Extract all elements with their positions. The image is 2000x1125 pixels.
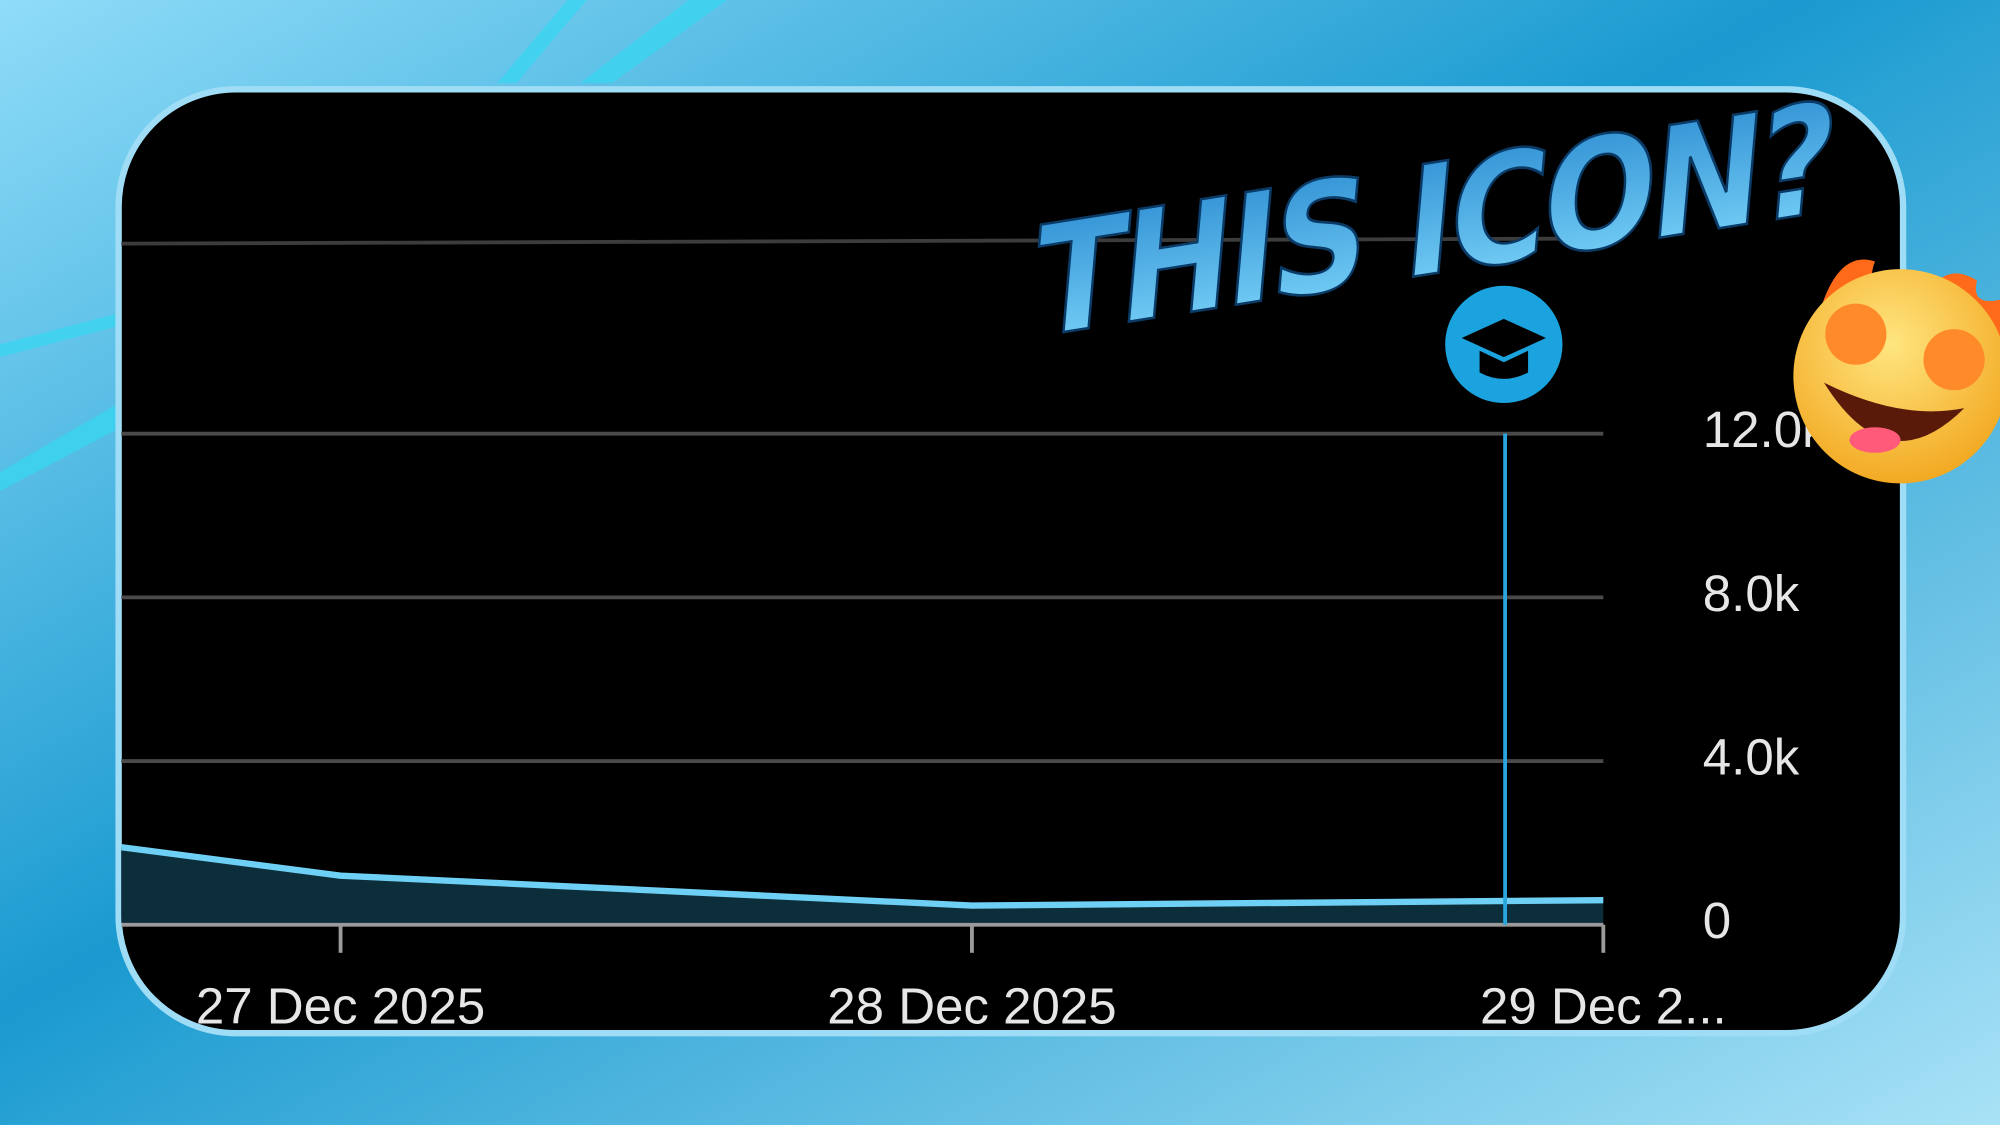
plot: 27 Dec 2025 28 Dec 2025 29 Dec 2... (121, 236, 1727, 1035)
decor-stripes (0, 0, 728, 492)
y-tick-label: 0 (1703, 892, 1731, 949)
area-fill (121, 793, 1604, 925)
emoji-mouth (1823, 382, 1965, 441)
header-line (121, 236, 1604, 246)
emoji-tongue (1849, 427, 1901, 453)
line (121, 790, 1604, 909)
event-icon[interactable] (1445, 285, 1563, 404)
y-tick-label: 8.0k (1703, 565, 1800, 622)
emoji (1793, 259, 2000, 484)
x-tick-label: 28 Dec 2025 (827, 978, 1116, 1035)
y-tick-label: 4.0k (1703, 729, 1800, 786)
emoji-eye (1825, 303, 1887, 365)
emoji-eye (1923, 329, 1985, 391)
x-tick-label: 29 Dec 2... (1480, 978, 1727, 1035)
x-tick-label: 27 Dec 2025 (196, 978, 485, 1035)
